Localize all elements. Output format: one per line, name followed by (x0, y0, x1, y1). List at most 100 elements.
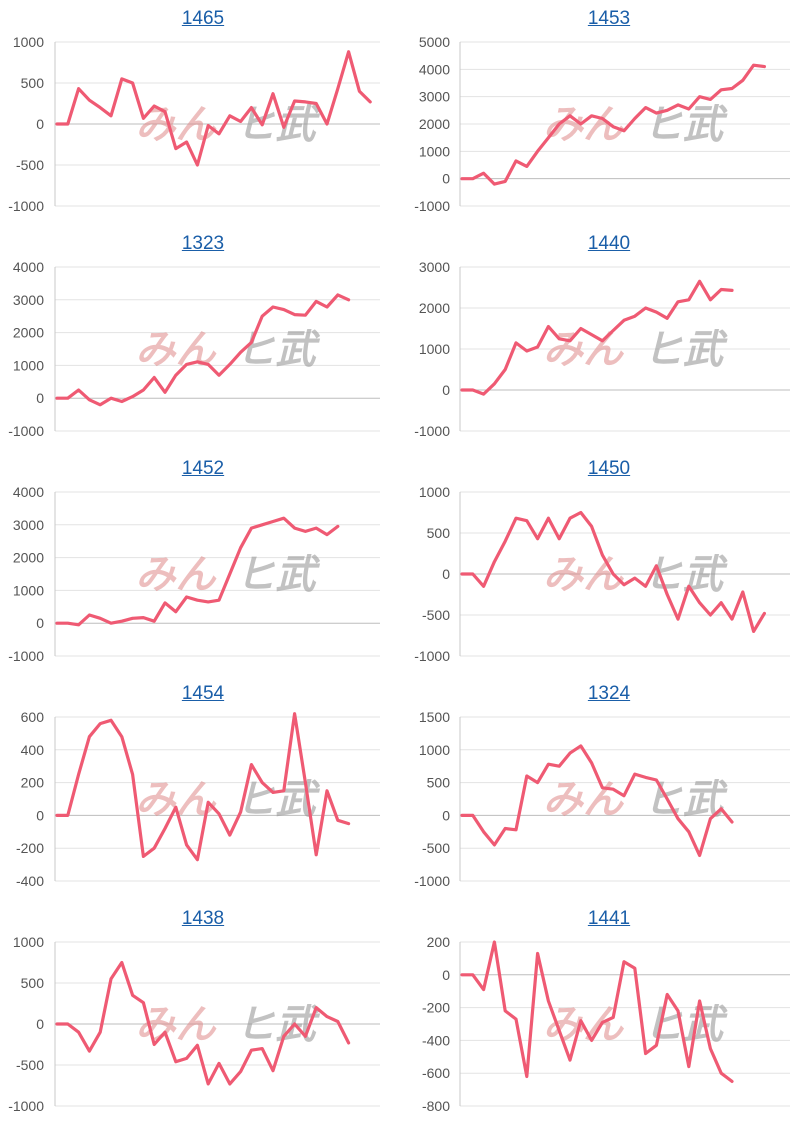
y-tick-label: 1000 (13, 582, 44, 598)
series-line (55, 293, 351, 407)
chart-title-link[interactable]: 1452 (181, 458, 225, 479)
y-tick-label: 0 (36, 116, 44, 132)
y-tick-label: -600 (422, 1065, 450, 1081)
y-tick-label: 2000 (419, 300, 450, 316)
y-tick-label: 1000 (419, 143, 450, 159)
y-tick-label: 500 (21, 975, 45, 991)
y-tick-label: -1000 (8, 423, 44, 439)
y-tick-label: -1000 (414, 873, 450, 889)
y-tick-label: 200 (427, 934, 451, 950)
chart-panel-1453: 1453 -1000 0 1000 2000 3000 4000 5000 みん ヒ武 (406, 0, 812, 225)
y-tick-label: 2000 (419, 116, 450, 132)
y-tick-label: -1000 (8, 198, 44, 214)
y-tick-label: 500 (21, 75, 45, 91)
y-tick-label: 4000 (13, 259, 44, 275)
line-chart: -1000 0 1000 2000 3000 4000 みん ヒ武 (8, 259, 380, 439)
chart-title-link[interactable]: 1465 (181, 8, 225, 29)
y-tick-label: 2000 (13, 325, 44, 341)
y-tick-label: -500 (16, 157, 44, 173)
y-tick-label: -200 (16, 840, 44, 856)
chart-title-link[interactable]: 1440 (587, 233, 631, 254)
y-tick-label: 5000 (419, 34, 450, 50)
y-tick-label: 0 (36, 390, 44, 406)
chart-panel-1440: 1440 -1000 0 1000 2000 3000 みん ヒ武 (406, 225, 812, 450)
y-tick-label: 0 (442, 807, 450, 823)
chart-title-link[interactable]: 1438 (181, 908, 225, 929)
series-line (460, 510, 766, 633)
y-tick-label: 1500 (419, 709, 450, 725)
chart-panel-1450: 1450 -1000 -500 0 500 1000 みん ヒ武 (406, 450, 812, 675)
chart-title-link[interactable]: 1450 (587, 458, 631, 479)
y-tick-label: 0 (442, 382, 450, 398)
y-tick-label: 2000 (13, 550, 44, 566)
y-tick-label: 500 (427, 525, 451, 541)
y-tick-label: 0 (36, 615, 44, 631)
y-tick-label: 1000 (419, 742, 450, 758)
y-tick-label: -500 (422, 607, 450, 623)
y-tick-label: 0 (442, 171, 450, 187)
y-tick-label: -800 (422, 1098, 450, 1114)
y-tick-label: -1000 (414, 423, 450, 439)
chart-panel-1324: 1324 -1000 -500 0 500 1000 1500 みん ヒ武 (406, 675, 812, 900)
y-tick-label: 400 (21, 742, 45, 758)
watermark-logo-text: ヒ武 (236, 1002, 321, 1048)
chart-panel-1454: 1454 -400 -200 0 200 400 600 みん ヒ武 (0, 675, 406, 900)
watermark-logo-text: ヒ武 (236, 327, 321, 373)
y-tick-label: 1000 (419, 341, 450, 357)
series-line (460, 279, 734, 396)
series-line (55, 960, 351, 1086)
y-tick-label: -400 (422, 1032, 450, 1048)
y-tick-label: 0 (442, 566, 450, 582)
y-tick-label: -400 (16, 873, 44, 889)
chart-title-link[interactable]: 1323 (181, 233, 225, 254)
y-tick-label: -1000 (414, 198, 450, 214)
chart-title-link[interactable]: 1453 (587, 8, 631, 29)
y-tick-label: 600 (21, 709, 45, 725)
watermark-logo-text: ヒ武 (643, 102, 728, 148)
line-chart: -1000 0 1000 2000 3000 4000 みん ヒ武 (8, 484, 380, 664)
chart-title-link[interactable]: 1441 (587, 908, 631, 929)
chart-panel-1452: 1452 -1000 0 1000 2000 3000 4000 みん ヒ武 (0, 450, 406, 675)
y-tick-label: -200 (422, 1000, 450, 1016)
y-tick-label: 1000 (13, 357, 44, 373)
watermark-logo-text: ヒ武 (236, 552, 321, 598)
y-tick-label: -500 (422, 840, 450, 856)
chart-panel-1465: 1465 -1000 -500 0 500 1000 みん ヒ武 (0, 0, 406, 225)
y-tick-label: 3000 (419, 259, 450, 275)
series-line (460, 940, 734, 1083)
y-tick-label: 500 (427, 775, 451, 791)
watermark-logo-text: ヒ武 (643, 327, 728, 373)
chart-panel-1441: 1441 -800 -600 -400 -200 0 200 みん ヒ武 (406, 900, 812, 1125)
y-tick-label: 1000 (13, 34, 44, 50)
chart-title-link[interactable]: 1454 (181, 683, 225, 704)
y-tick-label: 0 (442, 967, 450, 983)
series-line (55, 50, 372, 167)
watermark-logo-text: みん (136, 552, 218, 598)
y-tick-label: 1000 (419, 484, 450, 500)
y-tick-label: 0 (36, 807, 44, 823)
y-tick-label: 4000 (13, 484, 44, 500)
y-tick-label: 1000 (13, 934, 44, 950)
watermark-logo-text: みん (543, 777, 625, 823)
series-line (55, 712, 351, 862)
y-tick-label: -500 (16, 1057, 44, 1073)
series-line (460, 63, 766, 186)
chart-panel-1438: 1438 -1000 -500 0 500 1000 みん ヒ武 (0, 900, 406, 1125)
series-line (55, 516, 340, 627)
y-tick-label: 200 (21, 775, 45, 791)
y-tick-label: -1000 (8, 1098, 44, 1114)
chart-title-link[interactable]: 1324 (587, 683, 631, 704)
watermark-logo-text: みん (543, 552, 625, 598)
y-tick-label: 4000 (419, 61, 450, 77)
watermark-logo-text: みん (136, 327, 218, 373)
chart-panel-1323: 1323 -1000 0 1000 2000 3000 4000 みん ヒ武 (0, 225, 406, 450)
y-tick-label: 3000 (13, 517, 44, 533)
